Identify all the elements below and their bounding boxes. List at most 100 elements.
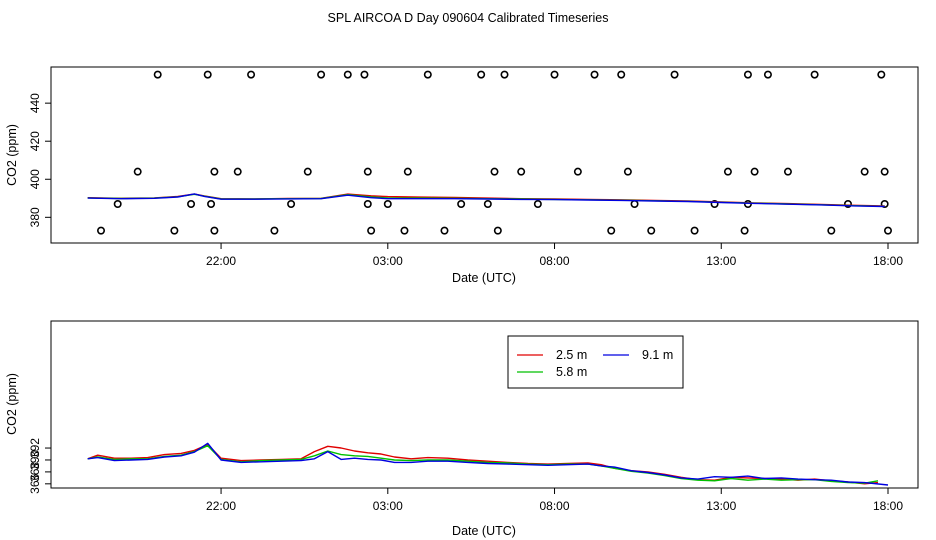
outlier-point — [723, 167, 732, 176]
outlier-point — [187, 199, 196, 208]
outlier-point — [423, 70, 432, 79]
series-line-5-8-m — [87, 445, 879, 484]
x-tick-label: 08:00 — [540, 254, 570, 268]
outlier-point — [400, 226, 409, 235]
outlier-point — [827, 226, 836, 235]
y-tick-label: 390 — [28, 450, 42, 470]
panel-top-outliers — [97, 70, 892, 235]
outlier-point — [783, 167, 792, 176]
x-tick-label: 13:00 — [706, 254, 736, 268]
x-tick-label: 18:00 — [873, 254, 903, 268]
legend-label-9-1m: 9.1 m — [642, 348, 673, 362]
outlier-point — [607, 226, 616, 235]
panel-top-frame — [50, 66, 919, 244]
panel-bottom-xlabel: Date (UTC) — [452, 524, 516, 538]
x-tick-label: 18:00 — [873, 499, 903, 513]
panel-top-y-ticks: 380 400 420 440 — [28, 93, 51, 227]
outlier-point — [750, 167, 759, 176]
outlier-point — [247, 70, 256, 79]
outlier-point — [883, 226, 892, 235]
outlier-point — [573, 167, 582, 176]
panel-top-x-ticks: 22:00 03:00 08:00 13:00 18:00 — [206, 243, 903, 268]
outlier-point — [303, 167, 312, 176]
outlier-point — [113, 199, 122, 208]
outlier-point — [403, 167, 412, 176]
y-tick-label: 420 — [28, 131, 42, 151]
outlier-point — [810, 70, 819, 79]
y-tick-label: 368 — [28, 462, 42, 482]
outlier-point — [843, 199, 852, 208]
panel-bottom-x-ticks: 22:00 03:00 08:00 13:00 18:00 — [206, 488, 903, 513]
outlier-point — [647, 226, 656, 235]
series-line-2-5-m — [87, 443, 879, 485]
outlier-point — [233, 167, 242, 176]
outlier-point — [500, 70, 509, 79]
panel-top-xlabel: Date (UTC) — [452, 271, 516, 285]
outlier-point — [740, 226, 749, 235]
outlier-point — [210, 226, 219, 235]
series-line-9-1-m — [87, 442, 889, 486]
outlier-point — [493, 226, 502, 235]
panel-bottom-ylabel: CO2 (ppm) — [5, 373, 19, 435]
panel-top-ylabel: CO2 (ppm) — [5, 124, 19, 186]
chart-title: SPL AIRCOA D Day 090604 Calibrated Times… — [328, 11, 609, 25]
outlier-point — [287, 199, 296, 208]
x-tick-label: 22:00 — [206, 499, 236, 513]
outlier-point — [877, 70, 886, 79]
panel-bottom-series — [87, 442, 889, 486]
legend: 2.5 m 5.8 m 9.1 m — [507, 335, 684, 389]
panel-top: Date (UTC) CO2 (ppm) 22:00 03:00 08:00 13:0… — [5, 66, 919, 285]
y-tick-label: 366 — [28, 473, 42, 493]
y-tick-label: 440 — [28, 93, 42, 113]
y-tick-label: 392 — [28, 438, 42, 458]
outlier-point — [630, 199, 639, 208]
outlier-point — [623, 167, 632, 176]
y-tick-label: 400 — [28, 169, 42, 189]
series-line-9-1-m — [87, 193, 885, 208]
outlier-point — [483, 199, 492, 208]
x-tick-label: 03:00 — [373, 254, 403, 268]
outlier-point — [383, 199, 392, 208]
outlier-point — [440, 226, 449, 235]
outlier-point — [457, 199, 466, 208]
outlier-point — [617, 70, 626, 79]
outlier-point — [743, 199, 752, 208]
outlier-point — [490, 167, 499, 176]
outlier-point — [517, 167, 526, 176]
outlier-point — [590, 70, 599, 79]
outlier-point — [880, 167, 889, 176]
outlier-point — [670, 70, 679, 79]
outlier-point — [710, 199, 719, 208]
panel-top-series — [87, 193, 885, 208]
outlier-point — [550, 70, 559, 79]
outlier-point — [690, 226, 699, 235]
outlier-point — [97, 226, 106, 235]
x-tick-label: 22:00 — [206, 254, 236, 268]
outlier-point — [207, 199, 216, 208]
outlier-point — [367, 226, 376, 235]
outlier-point — [743, 70, 752, 79]
outlier-point — [270, 226, 279, 235]
outlier-point — [203, 70, 212, 79]
y-tick-label: 380 — [28, 207, 42, 227]
outlier-point — [763, 70, 772, 79]
outlier-point — [363, 167, 372, 176]
outlier-point — [477, 70, 486, 79]
outlier-point — [317, 70, 326, 79]
outlier-point — [533, 199, 542, 208]
outlier-point — [360, 70, 369, 79]
outlier-point — [170, 226, 179, 235]
outlier-point — [210, 167, 219, 176]
panel-bottom-frame — [50, 320, 919, 489]
outlier-point — [343, 70, 352, 79]
panel-bottom: Date (UTC) CO2 (ppm) 22:00 03:00 08:00 13:0… — [5, 320, 919, 538]
x-tick-label: 13:00 — [706, 499, 736, 513]
legend-label-2-5m: 2.5 m — [556, 348, 587, 362]
outlier-point — [363, 199, 372, 208]
legend-label-5-8m: 5.8 m — [556, 365, 587, 379]
outlier-point — [860, 167, 869, 176]
x-tick-label: 03:00 — [373, 499, 403, 513]
outlier-point — [153, 70, 162, 79]
